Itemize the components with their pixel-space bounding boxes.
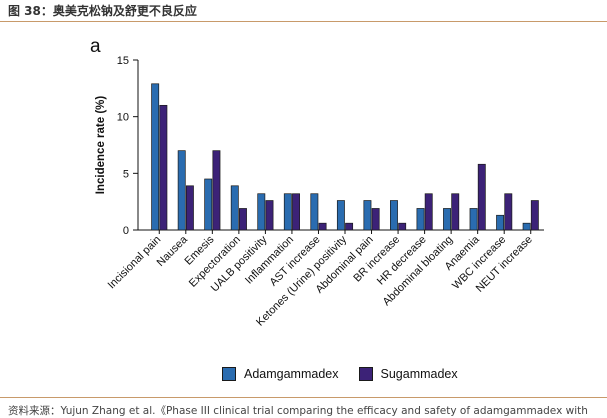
bar-sugammadex-14	[530, 200, 539, 231]
y-tick-label-0: 0	[123, 225, 129, 237]
legend-label-adamgammadex: Adamgammadex	[244, 367, 339, 381]
bar-adamgammadex-2	[204, 178, 213, 231]
y-tick-label-15: 15	[117, 55, 129, 67]
bar-sugammadex-13	[504, 193, 513, 231]
bar-sugammadex-4	[265, 200, 274, 231]
bar-adamgammadex-0	[151, 83, 160, 231]
bar-adamgammadex-11	[443, 208, 451, 231]
legend-label-sugammadex: Sugammadex	[380, 367, 458, 381]
legend-item-adamgammadex: Adamgammadex	[222, 367, 339, 381]
bar-sugammadex-12	[477, 163, 486, 231]
bar-adamgammadex-3	[230, 185, 239, 231]
bar-sugammadex-11	[451, 193, 460, 231]
bar-sugammadex-0	[159, 104, 168, 231]
bar-sugammadex-1	[185, 185, 194, 231]
legend-swatch-sugammadex	[358, 367, 373, 381]
bar-adamgammadex-9	[390, 200, 398, 231]
bottom-divider	[0, 397, 607, 398]
x-tick-label-0: Incisional pain	[106, 234, 164, 292]
legend-swatch-adamgammadex	[222, 367, 236, 381]
bar-adamgammadex-5	[283, 193, 292, 231]
bar-sugammadex-5	[292, 193, 300, 231]
bar-sugammadex-2	[212, 150, 221, 231]
panel-letter: a	[90, 36, 101, 57]
x-tick-label-1: Nausea	[155, 233, 191, 269]
y-tick-label-10: 10	[117, 112, 129, 124]
y-axis-label: Incidence rate (%)	[95, 96, 107, 195]
bar-adamgammadex-10	[416, 208, 425, 231]
bar-adamgammadex-12	[469, 208, 478, 231]
bar-sugammadex-6	[318, 222, 327, 231]
bar-sugammadex-7	[345, 222, 354, 231]
bar-adamgammadex-13	[496, 214, 505, 231]
y-tick-label-5: 5	[123, 168, 129, 180]
source-note: 资料来源：Yujun Zhang et al.《Phase III clinic…	[8, 405, 588, 417]
bar-adamgammadex-6	[310, 193, 319, 231]
chart-legend: Adamgammadex Sugammadex	[222, 367, 478, 381]
bar-adamgammadex-8	[363, 200, 372, 231]
bar-adamgammadex-4	[257, 193, 266, 231]
bar-adamgammadex-1	[177, 150, 186, 231]
bar-sugammadex-10	[424, 193, 433, 231]
bar-sugammadex-3	[239, 208, 247, 231]
figure-title: 图 38：奥美克松钠及舒更不良反应	[8, 4, 197, 18]
legend-item-sugammadex: Sugammadex	[358, 367, 458, 381]
bar-sugammadex-8	[371, 208, 380, 231]
bar-adamgammadex-7	[336, 200, 345, 231]
top-divider	[0, 21, 607, 22]
bar-adamgammadex-14	[522, 222, 531, 231]
bar-sugammadex-9	[398, 222, 407, 231]
